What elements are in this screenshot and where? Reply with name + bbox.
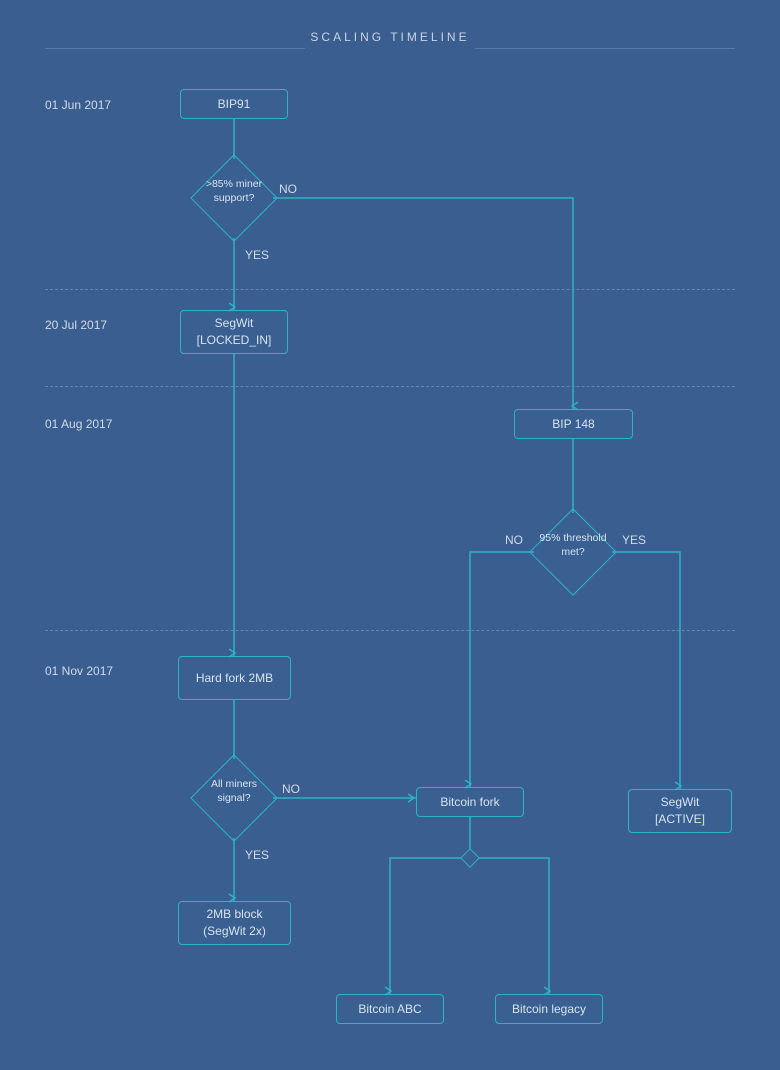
flow-node-twomb: 2MB block (SegWit 2x) xyxy=(178,901,291,945)
edge-label-no1: NO xyxy=(279,182,297,196)
timeline-divider xyxy=(45,289,735,290)
flow-decision-label: 95% threshold met? xyxy=(538,532,608,559)
edge-label-no2: NO xyxy=(505,533,523,547)
edge-label-yes3: YES xyxy=(245,848,269,862)
edge-label-no3: NO xyxy=(282,782,300,796)
flow-decision-label: >85% miner support? xyxy=(199,178,269,205)
timeline-divider xyxy=(45,386,735,387)
flow-node-bip148: BIP 148 xyxy=(514,409,633,439)
title-rule-right xyxy=(475,48,735,49)
date-label: 01 Jun 2017 xyxy=(45,98,111,112)
page-title: SCALING TIMELINE xyxy=(310,30,469,44)
title-rule-left xyxy=(45,48,305,49)
flow-node-segwit_lock: SegWit [LOCKED_IN] xyxy=(180,310,288,354)
flow-node-segwit_act: SegWit [ACTIVE] xyxy=(628,789,732,833)
edge-label-yes2: YES xyxy=(622,533,646,547)
edge-label-yes1: YES xyxy=(245,248,269,262)
flow-decision-label: All miners signal? xyxy=(199,778,269,805)
flow-node-hardfork: Hard fork 2MB xyxy=(178,656,291,700)
flow-node-btcfork: Bitcoin fork xyxy=(416,787,524,817)
date-label: 01 Aug 2017 xyxy=(45,417,112,431)
flow-node-btclegacy: Bitcoin legacy xyxy=(495,994,603,1024)
flow-node-bip91: BIP91 xyxy=(180,89,288,119)
flow-node-btcabc: Bitcoin ABC xyxy=(336,994,444,1024)
date-label: 20 Jul 2017 xyxy=(45,318,107,332)
flow-connectors xyxy=(0,0,780,1070)
timeline-divider xyxy=(45,630,735,631)
flow-decision-smalldiamond xyxy=(460,848,480,868)
date-label: 01 Nov 2017 xyxy=(45,664,113,678)
